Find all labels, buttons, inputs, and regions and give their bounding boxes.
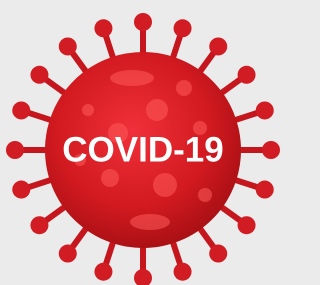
spot — [82, 104, 94, 116]
spot — [130, 214, 170, 230]
spot — [153, 173, 177, 197]
spike-knob — [59, 245, 77, 263]
spike-knob — [262, 141, 280, 159]
virus-label: COVID-19 — [62, 130, 223, 169]
spike-knob — [30, 66, 48, 84]
spike-knob — [174, 19, 192, 37]
spike-knob — [209, 245, 227, 263]
spike-knob — [256, 101, 274, 119]
spike-knob — [256, 181, 274, 199]
spot — [198, 188, 212, 202]
spike-knob — [94, 19, 112, 37]
spike-knob — [209, 37, 227, 55]
spot — [146, 99, 168, 121]
spike-knob — [12, 181, 30, 199]
spike-knob — [30, 216, 48, 234]
spike-knob — [174, 263, 192, 281]
spot — [176, 80, 192, 96]
spike-knob — [94, 263, 112, 281]
spike-knob — [238, 216, 256, 234]
spike-knob — [238, 66, 256, 84]
virus-illustration: COVID-19 — [0, 0, 286, 285]
spot — [101, 169, 119, 187]
spot — [110, 70, 154, 86]
page: COVID-19 (() => { const data = JSON.pars… — [0, 0, 320, 285]
spike-knob — [12, 101, 30, 119]
spike-knob — [134, 13, 152, 31]
spike-knob — [59, 37, 77, 55]
spike-knob — [6, 141, 24, 159]
